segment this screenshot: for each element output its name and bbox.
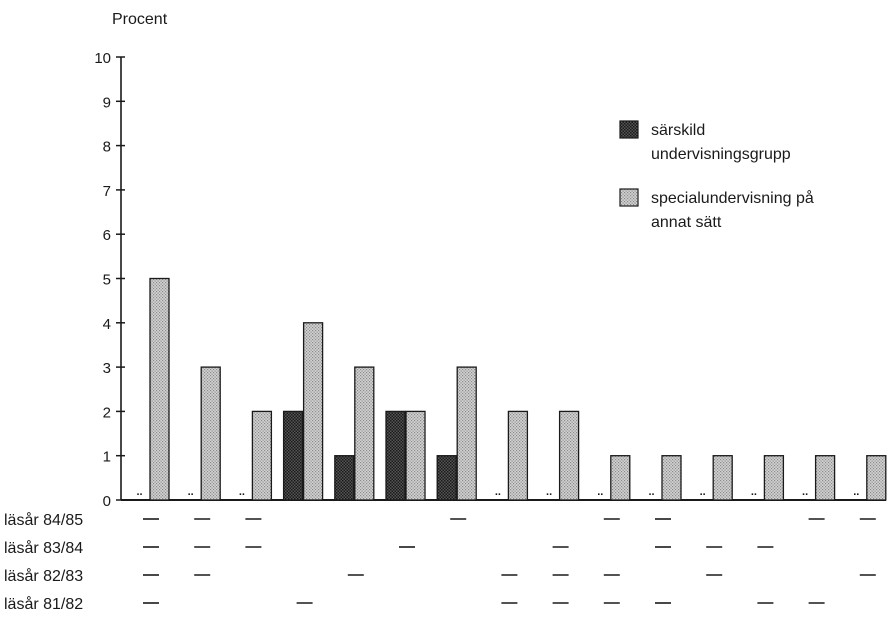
y-tick-label: 6 (103, 227, 111, 244)
legend-label: undervisningsgrupp (651, 146, 791, 163)
marker-negligible: .. (597, 486, 603, 498)
y-tick-label: 5 (103, 272, 111, 289)
bar-specialundervisning (302, 322, 324, 501)
bar-specialundervisning (149, 277, 170, 501)
y-tick-label: 3 (103, 360, 111, 377)
bar-sarskild-undervisningsgrupp (436, 455, 457, 501)
y-tick-label: 0 (103, 493, 111, 510)
bar-specialundervisning (763, 455, 785, 501)
marker-negligible: .. (136, 486, 142, 498)
marker-negligible: .. (700, 486, 706, 498)
bar-specialundervisning (507, 410, 529, 501)
marker-negligible: .. (239, 486, 245, 498)
y-tick-label: 1 (103, 449, 111, 466)
marker-negligible: .. (751, 486, 757, 498)
y-tick-label: 10 (94, 50, 111, 67)
y-tick-label: 8 (103, 139, 111, 156)
legend-swatch-sarskild (619, 120, 639, 139)
bar-specialundervisning (814, 455, 836, 501)
period-row-label: läsår 84/85 (4, 511, 83, 529)
bar-specialundervisning (866, 455, 887, 501)
marker-negligible: .. (802, 486, 808, 498)
marker-negligible: .. (495, 486, 501, 498)
marker-negligible: .. (853, 486, 859, 498)
period-row-label: läsår 82/83 (4, 567, 83, 585)
y-tick-label: 4 (103, 316, 111, 333)
legend: särskild undervisningsgrupp specialundervi… (619, 120, 814, 231)
bar-specialundervisning (558, 410, 580, 501)
y-tick-label: 9 (103, 94, 111, 111)
bars: ...................... (136, 277, 887, 501)
marker-negligible: .. (546, 486, 552, 498)
marker-negligible: .. (648, 486, 654, 498)
bar-specialundervisning (354, 366, 375, 501)
legend-label: särskild (651, 122, 705, 139)
bar-specialundervisning (405, 410, 426, 501)
bar-specialundervisning (200, 366, 221, 501)
legend-label: annat sätt (651, 214, 722, 231)
bar-sarskild-undervisningsgrupp (334, 455, 355, 501)
legend-label: specialundervisning på (651, 189, 814, 207)
bar-sarskild-undervisningsgrupp (385, 410, 406, 501)
y-tick-label: 2 (103, 404, 111, 421)
marker-negligible: .. (188, 486, 194, 498)
bar-specialundervisning (456, 366, 477, 501)
bar-specialundervisning (712, 455, 733, 501)
period-row-label: läsår 83/84 (4, 539, 83, 557)
bar-sarskild-undervisningsgrupp (282, 410, 304, 501)
bar-specialundervisning (251, 410, 273, 501)
y-tick-label: 7 (103, 183, 111, 200)
bar-specialundervisning (661, 455, 682, 501)
period-row-label: läsår 81/82 (4, 595, 83, 613)
bar-specialundervisning (610, 455, 631, 501)
legend-swatch-specialundervisning (619, 188, 639, 207)
axes: 0 1 2 3 4 5 6 7 8 9 10 (94, 50, 886, 510)
y-axis-label: Procent (112, 11, 168, 28)
period-rows: läsår 84/85 läsår 83/84 läsår 82/83 läsår 8… (4, 511, 876, 613)
